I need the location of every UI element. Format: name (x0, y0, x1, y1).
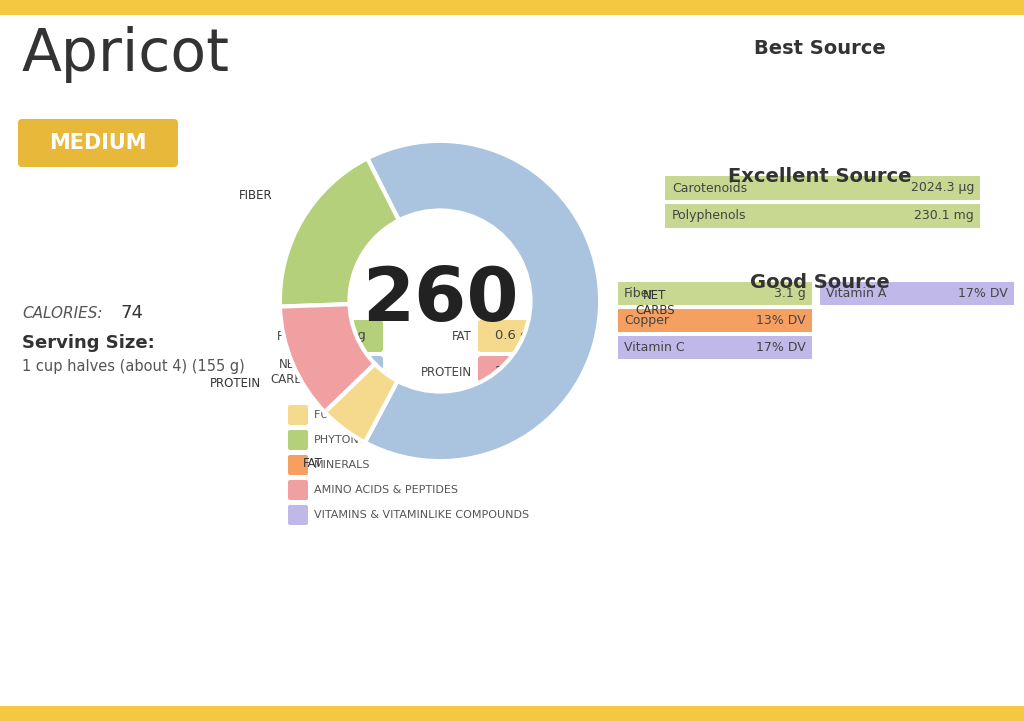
Text: FUNCTIONAL FATS: FUNCTIONAL FATS (314, 410, 415, 420)
Text: MEDIUM: MEDIUM (49, 133, 146, 153)
Text: 1 cup halves (about 4) (155 g): 1 cup halves (about 4) (155 g) (22, 358, 245, 373)
Text: 260: 260 (361, 265, 518, 337)
Wedge shape (365, 141, 600, 461)
Text: 2024.3 μg: 2024.3 μg (910, 182, 974, 195)
Text: 74: 74 (120, 304, 143, 322)
Text: Best Source: Best Source (754, 40, 886, 58)
FancyBboxPatch shape (618, 282, 812, 305)
Text: PROTEIN: PROTEIN (421, 366, 472, 379)
Text: Fiber: Fiber (624, 287, 654, 300)
Text: MINERALS: MINERALS (314, 460, 371, 470)
FancyBboxPatch shape (618, 336, 812, 359)
Text: 230.1 mg: 230.1 mg (914, 210, 974, 223)
FancyBboxPatch shape (315, 356, 383, 388)
Text: Serving Size:: Serving Size: (22, 334, 155, 352)
FancyBboxPatch shape (478, 320, 546, 352)
FancyBboxPatch shape (288, 480, 308, 500)
Wedge shape (280, 304, 375, 412)
FancyBboxPatch shape (315, 320, 383, 352)
FancyBboxPatch shape (18, 119, 178, 167)
Text: 3.1 g: 3.1 g (332, 329, 366, 342)
FancyBboxPatch shape (0, 0, 1024, 15)
Text: AMINO ACIDS & PEPTIDES: AMINO ACIDS & PEPTIDES (314, 485, 458, 495)
FancyBboxPatch shape (618, 309, 812, 332)
FancyBboxPatch shape (288, 430, 308, 450)
Text: 0.6 g: 0.6 g (496, 329, 528, 342)
Text: 14.1 g: 14.1 g (328, 366, 370, 379)
FancyBboxPatch shape (665, 176, 980, 200)
Text: FIBER: FIBER (276, 329, 310, 342)
Text: NET
CARBS: NET CARBS (635, 288, 675, 317)
Text: Polyphenols: Polyphenols (672, 210, 746, 223)
Text: PHYTONUTRIENTS: PHYTONUTRIENTS (314, 435, 415, 445)
Text: VITAMINS & VITAMINLIKE COMPOUNDS: VITAMINS & VITAMINLIKE COMPOUNDS (314, 510, 529, 520)
Text: 2.2 g: 2.2 g (495, 366, 529, 379)
Text: FAT: FAT (453, 329, 472, 342)
FancyBboxPatch shape (665, 204, 980, 228)
FancyBboxPatch shape (0, 706, 1024, 721)
Wedge shape (325, 364, 397, 443)
Text: 13% DV: 13% DV (757, 314, 806, 327)
FancyBboxPatch shape (288, 405, 308, 425)
FancyBboxPatch shape (288, 505, 308, 525)
Wedge shape (280, 159, 399, 306)
FancyBboxPatch shape (820, 282, 1014, 305)
Text: Copper: Copper (624, 314, 669, 327)
Text: Excellent Source: Excellent Source (728, 167, 911, 185)
Text: 17% DV: 17% DV (757, 341, 806, 354)
Text: Good Source: Good Source (751, 273, 890, 293)
Text: 17% DV: 17% DV (958, 287, 1008, 300)
Text: Carotenoids: Carotenoids (672, 182, 748, 195)
FancyBboxPatch shape (288, 455, 308, 475)
Text: FIBER: FIBER (239, 189, 272, 202)
Text: Apricot: Apricot (22, 26, 230, 83)
FancyBboxPatch shape (478, 356, 546, 388)
Text: Vitamin C: Vitamin C (624, 341, 685, 354)
Text: PROTEIN: PROTEIN (209, 377, 260, 390)
Text: NET
CARBS: NET CARBS (270, 358, 310, 386)
Text: 3.1 g: 3.1 g (774, 287, 806, 300)
Text: Vitamin A: Vitamin A (826, 287, 887, 300)
Text: CALORIES:: CALORIES: (22, 306, 102, 321)
Text: FAT: FAT (303, 456, 323, 469)
